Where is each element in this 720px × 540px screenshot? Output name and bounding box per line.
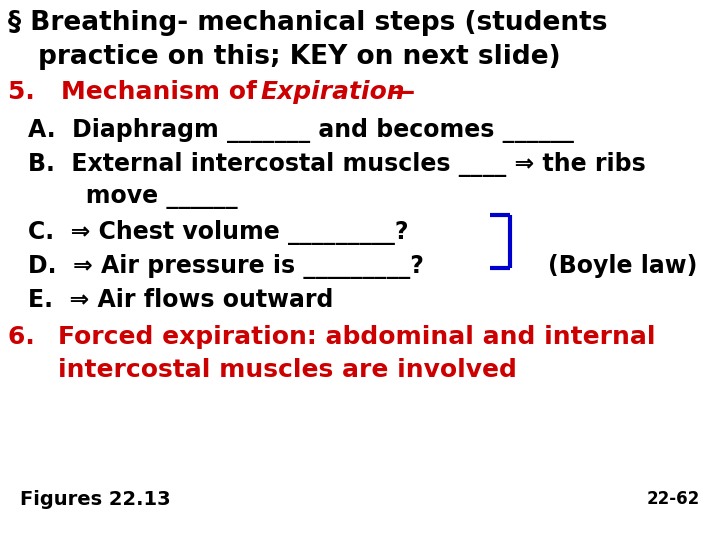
Text: C.  ⇒ Chest volume _________?: C. ⇒ Chest volume _________?: [28, 220, 408, 245]
Text: move ______: move ______: [28, 185, 238, 209]
Text: 22-62: 22-62: [647, 490, 700, 508]
Text: (Boyle law): (Boyle law): [548, 254, 698, 278]
Text: —: —: [390, 80, 415, 104]
Text: 6.: 6.: [8, 325, 61, 349]
Text: 5.   Mechanism of: 5. Mechanism of: [8, 80, 266, 104]
Text: Forced expiration: abdominal and internal: Forced expiration: abdominal and interna…: [58, 325, 655, 349]
Text: Figures 22.13: Figures 22.13: [20, 490, 171, 509]
Text: Expiration: Expiration: [260, 80, 405, 104]
Text: § Breathing- mechanical steps (students: § Breathing- mechanical steps (students: [8, 10, 608, 36]
Text: D.  ⇒ Air pressure is _________?: D. ⇒ Air pressure is _________?: [28, 254, 424, 279]
Text: E.  ⇒ Air flows outward: E. ⇒ Air flows outward: [28, 288, 333, 312]
Text: A.  Diaphragm _______ and becomes ______: A. Diaphragm _______ and becomes ______: [28, 118, 574, 143]
Text: B.  External intercostal muscles ____ ⇒ the ribs: B. External intercostal muscles ____ ⇒ t…: [28, 152, 646, 177]
Text: intercostal muscles are involved: intercostal muscles are involved: [58, 358, 517, 382]
Text: practice on this; KEY on next slide): practice on this; KEY on next slide): [38, 44, 561, 70]
